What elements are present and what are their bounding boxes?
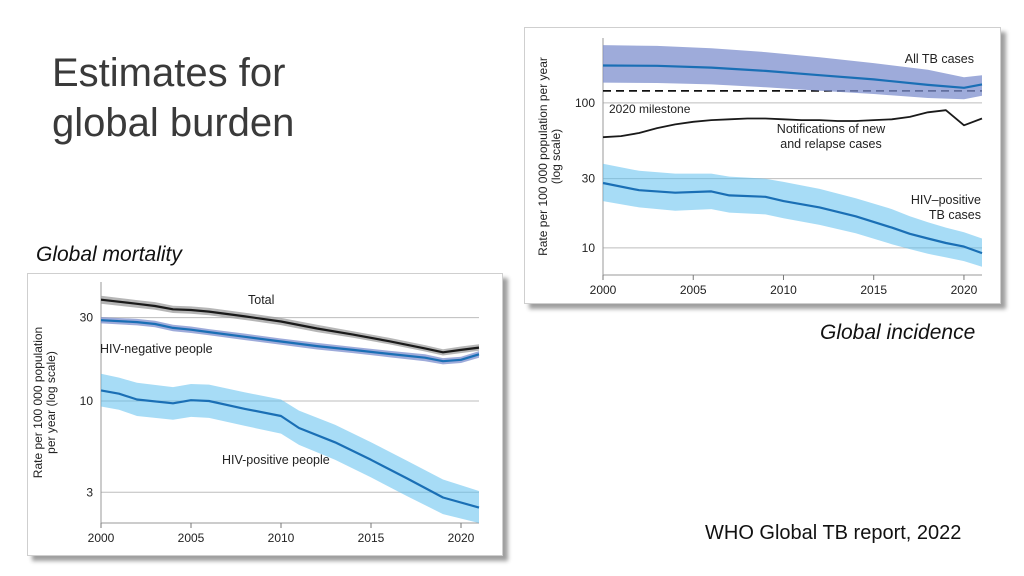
series-line-hiv-negative-people — [100, 319, 480, 363]
x-tick-label-2005: 2005 — [680, 283, 707, 297]
series-label-all-tb-cases: All TB cases — [905, 52, 974, 66]
series-line-notifications-of-new-and-relapse-cases — [602, 109, 983, 139]
x-tick-label-2010: 2010 — [770, 283, 797, 297]
x-tick-label-2020: 2020 — [448, 531, 475, 545]
series-line-hiv-positive-people — [100, 389, 480, 509]
series-line-hiv-positive-tb-cases — [602, 181, 983, 255]
x-tick-label-2000: 2000 — [590, 283, 617, 297]
incidence-chart-panel: 10 30 100 2000 2005 2010 2015 2020 Rate per 100 … — [524, 27, 1001, 304]
uncertainty-band-hiv-positive-people — [101, 373, 479, 523]
y-axis-title: Rate per 100 000 populationper year (log… — [31, 327, 58, 478]
milestone-label: 2020 milestone — [609, 102, 691, 116]
mortality-chart-panel: 3 10 30 2000 2005 2010 2015 2020 Rate per 100 00… — [27, 273, 503, 556]
y-axis-title-line2: per year (log scale) — [44, 351, 58, 454]
x-tick-label-2015: 2015 — [358, 531, 385, 545]
x-tick-label-2010: 2010 — [268, 531, 295, 545]
y-tick-label-10: 10 — [582, 241, 596, 255]
series-label-total: Total — [248, 293, 274, 307]
uncertainty-band-hiv-positive-tb-cases — [603, 163, 982, 267]
series-label-hiv-positive-tb-cases-line1: HIV–positive — [911, 193, 981, 207]
series-label-notifications-of-new-and-relapse-cases-line1: Notifications of new — [777, 122, 886, 136]
series-label-hiv-negative-people: HIV-negative people — [100, 342, 213, 356]
y-axis-title-line1: Rate per 100 000 population — [31, 327, 45, 478]
y-tick-label-100: 100 — [575, 96, 595, 110]
y-tick-label-30: 30 — [582, 172, 596, 186]
slide-title-line1: Estimates for — [52, 51, 286, 95]
series-label-hiv-positive-tb-cases-line2: TB cases — [929, 208, 981, 222]
series-line-total — [100, 298, 480, 354]
incidence-chart: 10 30 100 2000 2005 2010 2015 2020 Rate per 100 … — [536, 38, 983, 297]
x-tick-label-2020: 2020 — [951, 283, 978, 297]
caption-global-incidence: Global incidence — [820, 321, 976, 344]
y-axis-title-line1: Rate per 100 000 population per year — [536, 57, 550, 256]
caption-global-mortality: Global mortality — [36, 243, 182, 266]
mortality-chart: 3 10 30 2000 2005 2010 2015 2020 Rate per 100 00… — [31, 282, 480, 545]
y-axis-title-line2: (log scale) — [549, 129, 563, 184]
source-citation: WHO Global TB report, 2022 — [705, 522, 962, 544]
series-line-all-tb-cases — [602, 64, 983, 89]
y-tick-label-10: 10 — [80, 394, 94, 408]
slide-title-line2: global burden — [52, 101, 295, 145]
x-tick-label-2015: 2015 — [860, 283, 887, 297]
series-label-notifications-of-new-and-relapse-cases-line2: and relapse cases — [780, 137, 881, 151]
slide-title: Estimates for global burden — [52, 48, 372, 148]
series-label-hiv-positive-people: HIV-positive people — [222, 453, 330, 467]
y-axis-title: Rate per 100 000 population per year(log… — [536, 57, 563, 256]
x-tick-label-2000: 2000 — [88, 531, 115, 545]
x-tick-label-2005: 2005 — [178, 531, 205, 545]
y-tick-label-3: 3 — [86, 485, 93, 499]
y-tick-label-30: 30 — [80, 311, 94, 325]
